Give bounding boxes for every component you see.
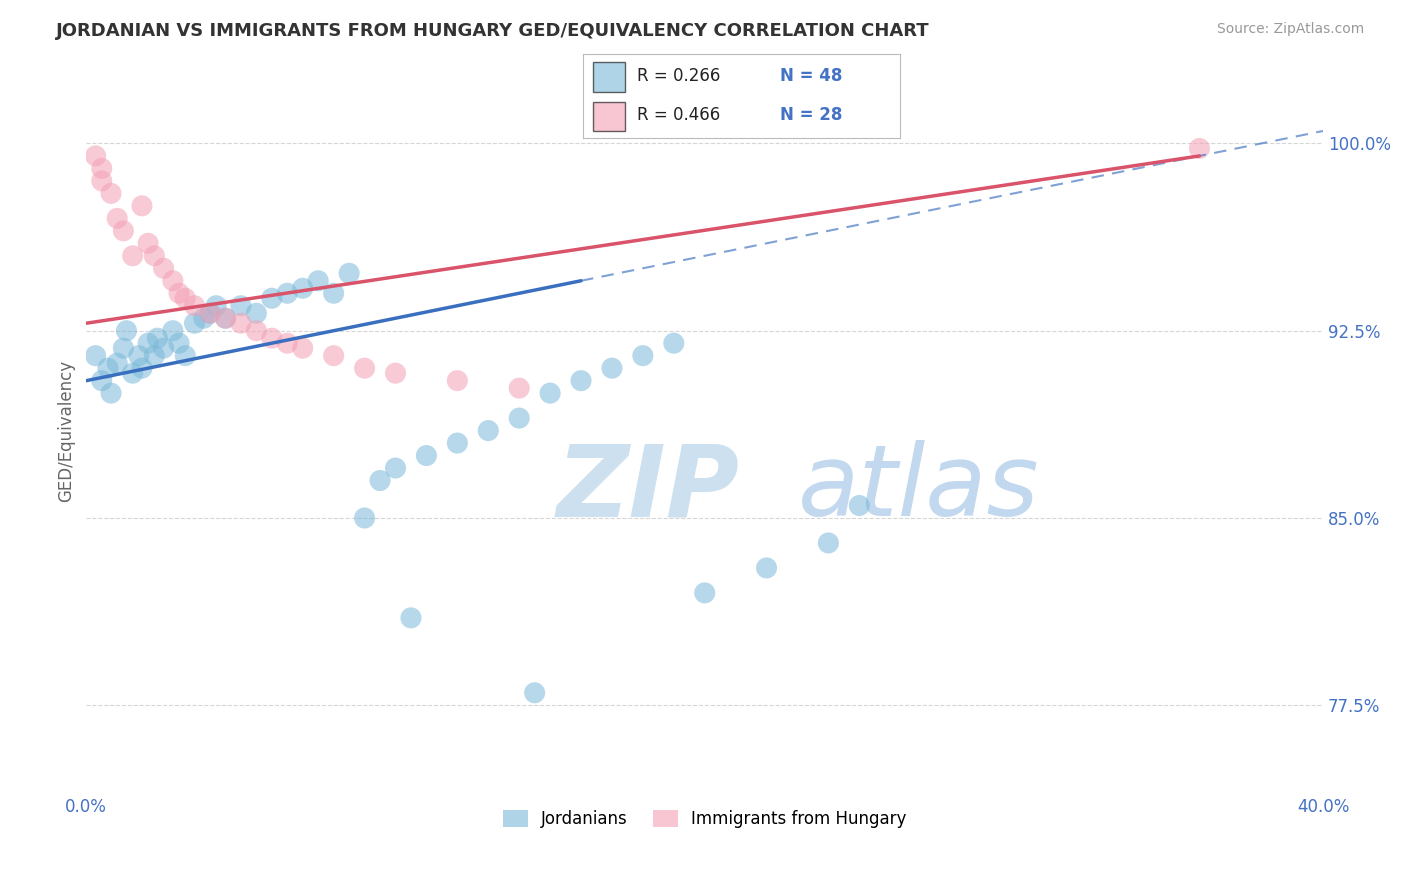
Point: [198, 306, 221, 320]
Point: [174, 349, 197, 363]
Point: [229, 299, 252, 313]
Point: [291, 281, 314, 295]
Point: [260, 291, 283, 305]
Point: [90, 161, 112, 176]
Point: [198, 306, 221, 320]
Point: [276, 286, 298, 301]
Point: [600, 361, 623, 376]
Point: [245, 324, 267, 338]
Point: [276, 336, 298, 351]
Text: Source: ZipAtlas.com: Source: ZipAtlas.com: [1216, 22, 1364, 37]
Point: [112, 224, 135, 238]
Point: [205, 299, 228, 313]
Point: [291, 341, 314, 355]
Point: [260, 331, 283, 345]
Point: [848, 499, 870, 513]
Point: [90, 174, 112, 188]
Point: [121, 249, 143, 263]
Point: [90, 374, 112, 388]
Point: [538, 386, 561, 401]
Point: [477, 424, 499, 438]
Point: [152, 341, 174, 355]
Point: [162, 324, 184, 338]
Point: [508, 411, 530, 425]
Text: N = 48: N = 48: [779, 68, 842, 86]
Point: [337, 266, 360, 280]
Point: [384, 366, 406, 380]
Point: [167, 336, 190, 351]
Point: [446, 374, 468, 388]
FancyBboxPatch shape: [593, 62, 624, 92]
Point: [1188, 141, 1211, 155]
Point: [131, 361, 153, 376]
Point: [84, 149, 107, 163]
Text: N = 28: N = 28: [779, 106, 842, 124]
Point: [146, 331, 169, 345]
Point: [105, 356, 128, 370]
Point: [214, 311, 236, 326]
Point: [384, 461, 406, 475]
Point: [84, 349, 107, 363]
Point: [167, 286, 190, 301]
Point: [446, 436, 468, 450]
Point: [136, 336, 159, 351]
Point: [399, 611, 422, 625]
Point: [245, 306, 267, 320]
Point: [143, 349, 166, 363]
Legend: Jordanians, Immigrants from Hungary: Jordanians, Immigrants from Hungary: [496, 804, 914, 835]
Y-axis label: GED/Equivalency: GED/Equivalency: [58, 359, 75, 501]
Point: [817, 536, 839, 550]
Point: [353, 361, 375, 376]
Point: [183, 299, 205, 313]
Point: [115, 324, 138, 338]
Point: [693, 586, 716, 600]
Point: [97, 361, 120, 376]
Point: [755, 561, 778, 575]
Point: [523, 686, 546, 700]
Point: [508, 381, 530, 395]
Point: [152, 261, 174, 276]
Point: [121, 366, 143, 380]
Text: ZIP: ZIP: [557, 440, 740, 537]
Point: [307, 274, 329, 288]
Point: [415, 449, 437, 463]
Point: [174, 291, 197, 305]
Point: [353, 511, 375, 525]
Point: [322, 349, 344, 363]
Point: [100, 186, 122, 201]
Point: [569, 374, 592, 388]
Point: [112, 341, 135, 355]
FancyBboxPatch shape: [593, 102, 624, 131]
Point: [368, 474, 391, 488]
Point: [662, 336, 685, 351]
Point: [105, 211, 128, 226]
Point: [131, 199, 153, 213]
Point: [143, 249, 166, 263]
Point: [229, 316, 252, 330]
Text: atlas: atlas: [797, 440, 1039, 537]
Point: [183, 316, 205, 330]
Text: R = 0.266: R = 0.266: [637, 68, 721, 86]
Text: R = 0.466: R = 0.466: [637, 106, 720, 124]
Point: [136, 236, 159, 251]
Text: JORDANIAN VS IMMIGRANTS FROM HUNGARY GED/EQUIVALENCY CORRELATION CHART: JORDANIAN VS IMMIGRANTS FROM HUNGARY GED…: [56, 22, 929, 40]
Point: [214, 311, 236, 326]
Point: [322, 286, 344, 301]
Point: [100, 386, 122, 401]
Point: [193, 311, 215, 326]
Point: [631, 349, 654, 363]
Point: [128, 349, 150, 363]
Point: [162, 274, 184, 288]
